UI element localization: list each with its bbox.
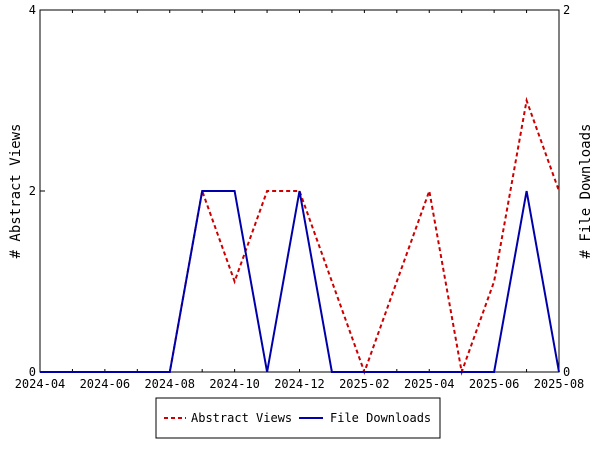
- right-y-tick-label: 2: [563, 3, 570, 17]
- legend: Abstract Views File Downloads: [155, 397, 441, 439]
- left-y-tick-label: 0: [29, 365, 36, 379]
- x-axis: 2024-04 2024-06 2024-08 2024-10 2024-12 2025-…: [15, 10, 585, 391]
- series-layer: [40, 96, 560, 376]
- x-tick-label: 2024-12: [274, 377, 325, 391]
- right-y-axis-label: # File Downloads: [578, 124, 594, 259]
- x-tick-label: 2024-04: [15, 377, 66, 391]
- left-y-tick-label: 2: [29, 184, 36, 198]
- x-tick-label: 2025-04: [404, 377, 455, 391]
- x-tick-label: 2025-08: [534, 377, 585, 391]
- legend-box: [155, 397, 441, 439]
- left-y-axis-label: # Abstract Views: [8, 124, 24, 259]
- x-tick-label: 2024-06: [80, 377, 131, 391]
- right-y-tick-label: 0: [563, 365, 570, 379]
- x-tick-label: 2024-10: [209, 377, 260, 391]
- legend-label-file-downloads: File Downloads: [330, 411, 431, 425]
- legend-label-abstract-views: Abstract Views: [191, 411, 292, 425]
- series-line-file-downloads: [40, 190, 560, 373]
- x-tick-label: 2025-02: [339, 377, 390, 391]
- left-y-tick-label: 4: [29, 3, 36, 17]
- x-tick-label: 2025-06: [469, 377, 520, 391]
- x-tick-label: 2024-08: [144, 377, 195, 391]
